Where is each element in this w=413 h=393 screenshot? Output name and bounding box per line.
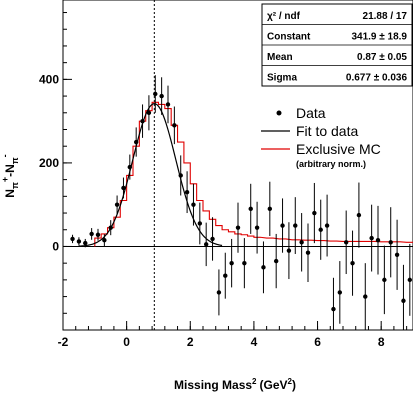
data-point — [210, 236, 215, 242]
data-point — [356, 212, 362, 218]
data-point — [229, 260, 234, 266]
data-point — [165, 102, 171, 107]
legend-data-marker — [276, 110, 282, 116]
data-point — [102, 237, 107, 243]
y-tick-label: 400 — [39, 72, 59, 86]
data-point — [83, 240, 88, 246]
x-tick-label: 4 — [251, 335, 258, 349]
data-point — [350, 260, 355, 266]
legend-fit-label: Fit to data — [296, 123, 358, 139]
data-point — [363, 294, 368, 299]
data-point — [375, 237, 381, 243]
data-point — [146, 110, 152, 115]
data-point — [318, 227, 323, 232]
data-point — [178, 173, 183, 178]
data-point — [248, 206, 253, 212]
data-point — [191, 202, 196, 207]
data-point — [153, 91, 158, 97]
legend: Data Fit to data Exclusive MC (arbitrary… — [261, 105, 381, 169]
data-point — [312, 210, 317, 216]
data-point — [235, 225, 241, 230]
stats-row-label-sigma: Sigma — [267, 73, 297, 84]
data-point — [223, 273, 228, 278]
x-tick-label: 8 — [378, 335, 385, 349]
stats-box: χ² / ndf 21.88 / 17 Constant 341.9 ± 18.… — [261, 3, 413, 87]
plot-frame — [62, 0, 413, 331]
y-axis-title: Nπ+-Nπ- — [0, 154, 20, 197]
data-point — [203, 242, 209, 247]
data-point — [331, 306, 336, 312]
x-tick-label: -2 — [58, 335, 69, 349]
data-point — [127, 164, 133, 170]
data-point — [89, 231, 94, 237]
data-point — [369, 235, 374, 241]
gaussian-fit-curve — [78, 103, 223, 247]
data-point — [184, 189, 190, 195]
legend-mc-note: (arbitrary norm.) — [296, 159, 366, 169]
x-tick-label: 6 — [314, 335, 321, 349]
y-tick-label: 0 — [52, 239, 59, 253]
data-point — [280, 223, 285, 228]
y-tick-label: 200 — [39, 156, 59, 170]
data-point — [216, 290, 222, 295]
data-point — [337, 290, 343, 295]
data-point — [254, 225, 260, 230]
data-point — [242, 260, 247, 266]
data-point — [108, 225, 113, 230]
fit-curve-group — [78, 103, 223, 247]
stats-row-value-mean: 0.87 ± 0.05 — [357, 52, 407, 63]
stats-row-value-constant: 341.9 ± 18.9 — [351, 32, 407, 43]
mc-histogram-group — [94, 101, 413, 247]
data-point — [299, 240, 304, 245]
data-point — [261, 265, 266, 270]
stats-row-value-sigma: 0.677 ± 0.036 — [346, 73, 408, 84]
data-point — [70, 236, 75, 242]
stats-row-label-constant: Constant — [267, 32, 311, 43]
data-points-group — [70, 75, 413, 330]
data-point — [121, 185, 126, 191]
data-point — [324, 223, 330, 228]
data-point — [133, 139, 139, 145]
data-point — [407, 277, 413, 283]
data-point — [286, 248, 292, 253]
data-point — [140, 118, 145, 124]
mc-histogram — [94, 101, 413, 247]
data-point — [172, 123, 177, 128]
data-point — [388, 240, 393, 245]
data-point — [114, 202, 120, 207]
legend-data-label: Data — [296, 105, 326, 121]
axes-group: -2 0 2 4 6 8 0 200 400 — [39, 12, 408, 349]
data-point — [273, 258, 279, 264]
data-point — [267, 206, 273, 212]
data-point — [197, 221, 203, 226]
data-point — [394, 252, 400, 258]
data-point — [305, 250, 311, 255]
data-point — [401, 298, 406, 303]
x-tick-label: 2 — [187, 335, 194, 349]
data-point — [76, 239, 82, 244]
stats-row-label-mean: Mean — [267, 52, 293, 63]
x-axis-title: Missing Mass2 (GeV2) — [174, 377, 296, 392]
data-point — [293, 223, 298, 228]
data-point — [343, 240, 349, 245]
stats-row-value-chi2: 21.88 / 17 — [363, 11, 408, 22]
stats-row-label-chi2: χ² / ndf — [267, 11, 301, 22]
data-point — [159, 93, 164, 99]
x-tick-label: 0 — [123, 335, 130, 349]
data-point — [382, 277, 387, 283]
data-point — [95, 232, 101, 237]
legend-mc-label: Exclusive MC — [296, 141, 381, 157]
